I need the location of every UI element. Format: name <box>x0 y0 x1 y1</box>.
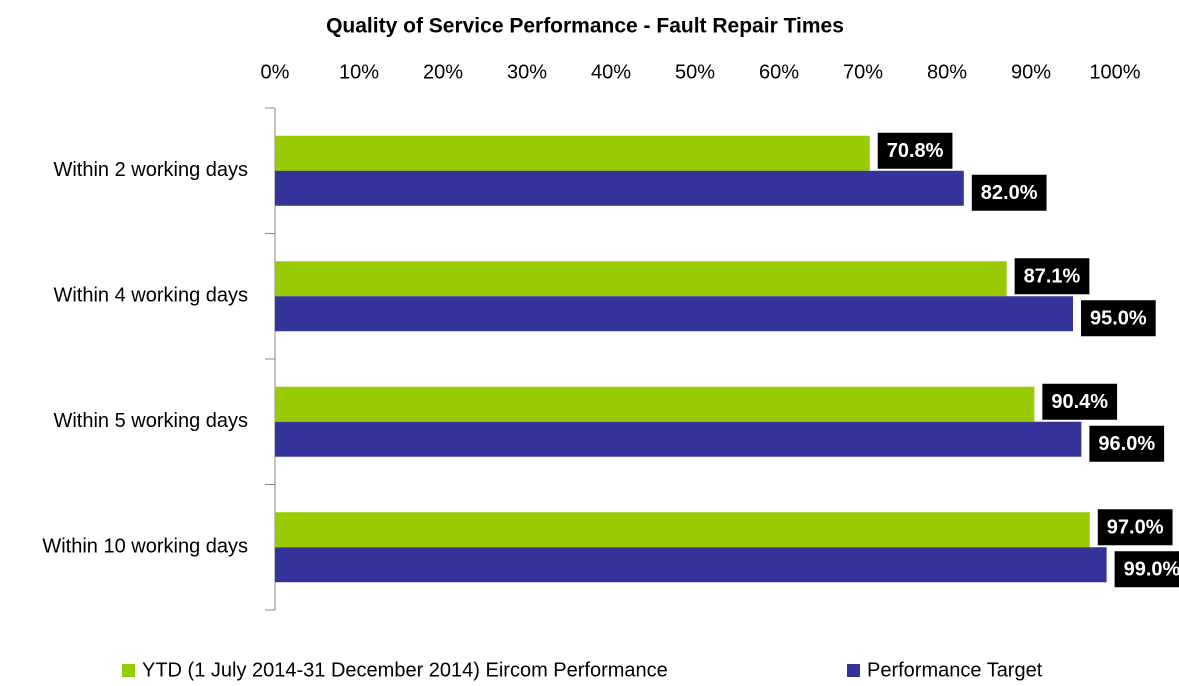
data-label-bg <box>1014 258 1090 295</box>
bar <box>275 135 870 171</box>
y-tick-label: Within 10 working days <box>42 536 248 558</box>
data-label: 96.0% <box>1098 433 1155 455</box>
data-label: 87.1% <box>1024 266 1081 288</box>
x-tick-label: 40% <box>591 61 631 83</box>
legend-swatch <box>122 664 135 677</box>
bar <box>275 512 1090 548</box>
y-tick-label: Within 2 working days <box>53 159 248 181</box>
bar <box>275 296 1073 332</box>
chart-title: Quality of Service Performance - Fault R… <box>326 15 844 38</box>
x-tick-label: 10% <box>339 61 379 83</box>
data-label-bg <box>1097 509 1173 546</box>
x-tick-label: 0% <box>261 61 290 83</box>
data-label-bg <box>877 132 953 169</box>
x-tick-label: 60% <box>759 61 799 83</box>
data-label-bg <box>1089 425 1165 462</box>
legend-label: Performance Target <box>867 659 1043 681</box>
x-tick-label: 100% <box>1089 61 1140 83</box>
x-tick-label: 70% <box>843 61 883 83</box>
data-label: 82.0% <box>981 182 1038 204</box>
bar <box>275 170 964 206</box>
x-tick-label: 20% <box>423 61 463 83</box>
bar <box>275 386 1035 422</box>
data-label: 90.4% <box>1051 391 1108 413</box>
x-tick-label: 50% <box>675 61 715 83</box>
data-label: 99.0% <box>1124 559 1179 581</box>
x-tick-label: 30% <box>507 61 547 83</box>
y-tick-label: Within 4 working days <box>53 285 248 307</box>
x-tick-label: 90% <box>1011 61 1051 83</box>
y-tick-label: Within 5 working days <box>53 410 248 432</box>
x-tick-label: 80% <box>927 61 967 83</box>
bar <box>275 261 1007 297</box>
data-label: 95.0% <box>1090 308 1147 330</box>
data-label-bg <box>1081 300 1156 337</box>
legend-swatch <box>847 664 860 677</box>
data-label: 97.0% <box>1107 517 1164 539</box>
data-label-bg <box>1114 551 1179 588</box>
legend-label: YTD (1 July 2014-31 December 2014) Eirco… <box>142 659 668 681</box>
data-label-bg <box>971 174 1047 211</box>
bar <box>275 547 1107 583</box>
data-label: 70.8% <box>887 140 944 162</box>
bar <box>275 421 1082 457</box>
data-label-bg <box>1042 383 1118 420</box>
